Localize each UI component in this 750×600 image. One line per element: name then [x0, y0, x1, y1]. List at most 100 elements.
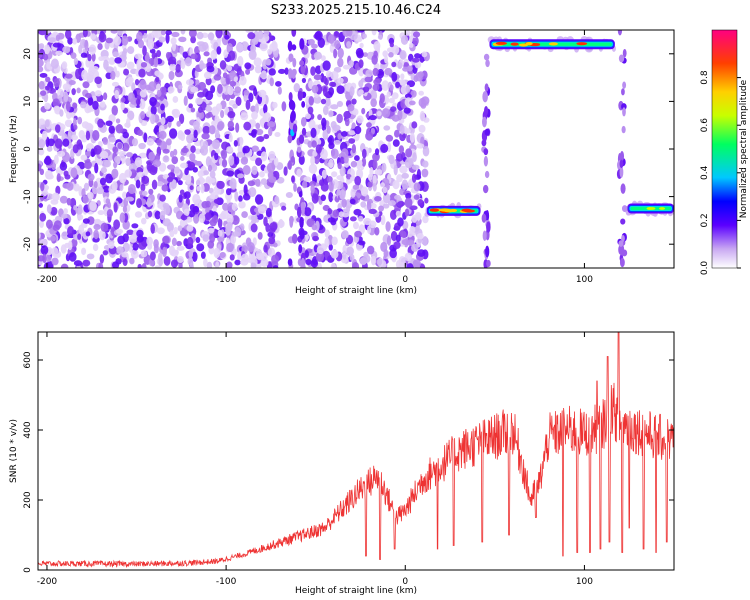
spectral-noise-blob	[210, 85, 216, 94]
spectral-noise-blob	[134, 53, 143, 60]
spectral-noise-blob	[342, 64, 351, 70]
spectral-streak-blob	[293, 182, 297, 193]
spectral-noise-blob	[157, 203, 163, 209]
spectral-noise-blob	[337, 162, 342, 170]
spectral-noise-blob	[93, 180, 98, 189]
spectral-noise-blob	[397, 217, 404, 227]
spectral-noise-blob	[225, 261, 233, 268]
y-tick-label: 0	[23, 146, 33, 152]
spectral-noise-blob	[38, 118, 46, 126]
spectral-noise-blob	[235, 42, 244, 53]
spectral-noise-blob	[60, 263, 69, 268]
y-tick-label: 10	[23, 95, 33, 107]
spectral-noise-blob	[38, 138, 46, 149]
spectral-noise-blob	[255, 128, 264, 136]
spectral-noise-blob	[146, 236, 153, 246]
spectral-noise-blob	[317, 124, 323, 130]
spectral-noise-blob	[161, 184, 169, 192]
spectral-noise-blob	[85, 150, 93, 157]
spectral-noise-blob	[99, 150, 109, 160]
spectral-noise-blob	[72, 102, 78, 109]
spectrogram-x-label: Height of straight line (km)	[295, 286, 417, 296]
spectral-noise-blob	[320, 148, 328, 160]
spectral-noise-blob	[247, 241, 255, 253]
spectral-noise-blob	[62, 183, 70, 189]
spectral-noise-blob	[227, 85, 234, 96]
spectral-noise-blob	[336, 113, 343, 124]
spectral-noise-blob	[54, 138, 63, 149]
spectral-streak-blob	[298, 244, 303, 254]
spectral-noise-blob	[169, 63, 176, 72]
spectral-noise-blob	[397, 62, 403, 69]
spectral-noise-blob	[352, 261, 360, 268]
spectral-noise-blob	[376, 169, 383, 175]
spectral-noise-blob	[366, 245, 375, 255]
spectral-noise-blob	[202, 125, 211, 135]
spectral-noise-blob	[59, 195, 68, 204]
snr-y-ticks: 0 200 400 600	[23, 351, 674, 573]
spectral-noise-blob	[180, 214, 188, 221]
spectral-noise-blob	[217, 83, 223, 94]
spectral-noise-blob	[356, 50, 364, 59]
spectral-noise-blob	[71, 238, 78, 248]
spectral-noise-blob	[38, 203, 44, 208]
spectral-noise-blob	[268, 127, 273, 137]
spectral-noise-blob	[41, 130, 48, 141]
spectral-noise-blob	[87, 123, 94, 131]
spectral-noise-blob	[377, 34, 383, 40]
spectral-noise-blob	[72, 144, 79, 154]
spectral-noise-blob	[98, 262, 104, 268]
spectral-noise-blob	[203, 51, 210, 57]
spectral-noise-blob	[234, 259, 241, 266]
spectral-noise-blob	[135, 98, 141, 106]
y-tick-label: -20	[23, 237, 33, 252]
spectral-noise-blob	[215, 261, 220, 268]
y-tick-label: 200	[23, 491, 33, 508]
spectral-noise-blob	[396, 201, 406, 207]
spectral-noise-blob	[59, 109, 64, 117]
spectral-noise-blob	[404, 208, 410, 217]
spectral-noise-blob	[380, 143, 389, 154]
spectral-noise-blob	[97, 118, 104, 128]
spectral-noise-blob	[39, 239, 48, 246]
spectral-noise-blob	[179, 132, 186, 142]
spectral-noise-blob	[98, 229, 106, 241]
spectral-noise-blob	[183, 95, 188, 107]
spectral-noise-blob	[127, 110, 135, 121]
spectral-noise-blob	[130, 97, 139, 105]
spectral-streak-blob	[299, 229, 305, 240]
spectral-noise-blob	[207, 164, 213, 172]
spectral-noise-blob	[253, 57, 262, 67]
spectral-noise-blob	[190, 35, 197, 44]
spectral-noise-blob	[140, 183, 146, 192]
spectral-noise-blob	[63, 208, 68, 215]
spectral-noise-blob	[143, 166, 149, 177]
spectral-streak-blob	[291, 30, 297, 37]
spectral-noise-blob	[61, 213, 68, 219]
spectral-noise-blob	[409, 42, 414, 48]
spectral-noise-blob	[177, 180, 183, 186]
spectral-noise-blob	[372, 83, 380, 91]
snr-panel: -200 -100 0 100 0 200 400 600 Height of straig…	[9, 331, 675, 596]
spectral-noise-blob	[185, 79, 194, 86]
spectral-noise-blob	[401, 179, 409, 190]
spectral-noise-blob	[366, 122, 372, 128]
spectral-noise-blob	[103, 92, 108, 101]
spectral-noise-blob	[156, 89, 162, 98]
spectral-noise-blob	[227, 110, 236, 119]
spectral-noise-blob	[53, 105, 61, 112]
spectral-noise-blob	[189, 152, 196, 162]
spectral-noise-blob	[238, 189, 246, 195]
spectral-noise-blob	[139, 79, 147, 90]
figure-title: S233.2025.215.10.46.C24	[271, 3, 441, 18]
spectral-noise-blob	[68, 80, 76, 86]
spectral-noise-blob	[376, 258, 383, 266]
spectral-noise-blob	[82, 81, 90, 89]
spectral-noise-blob	[214, 152, 219, 161]
spectral-noise-blob	[327, 208, 333, 215]
spectral-noise-blob	[39, 220, 44, 228]
spectral-noise-blob	[362, 86, 370, 93]
spectral-noise-blob	[195, 179, 201, 187]
spectral-noise-blob	[234, 156, 240, 165]
spectral-noise-blob	[346, 41, 352, 49]
